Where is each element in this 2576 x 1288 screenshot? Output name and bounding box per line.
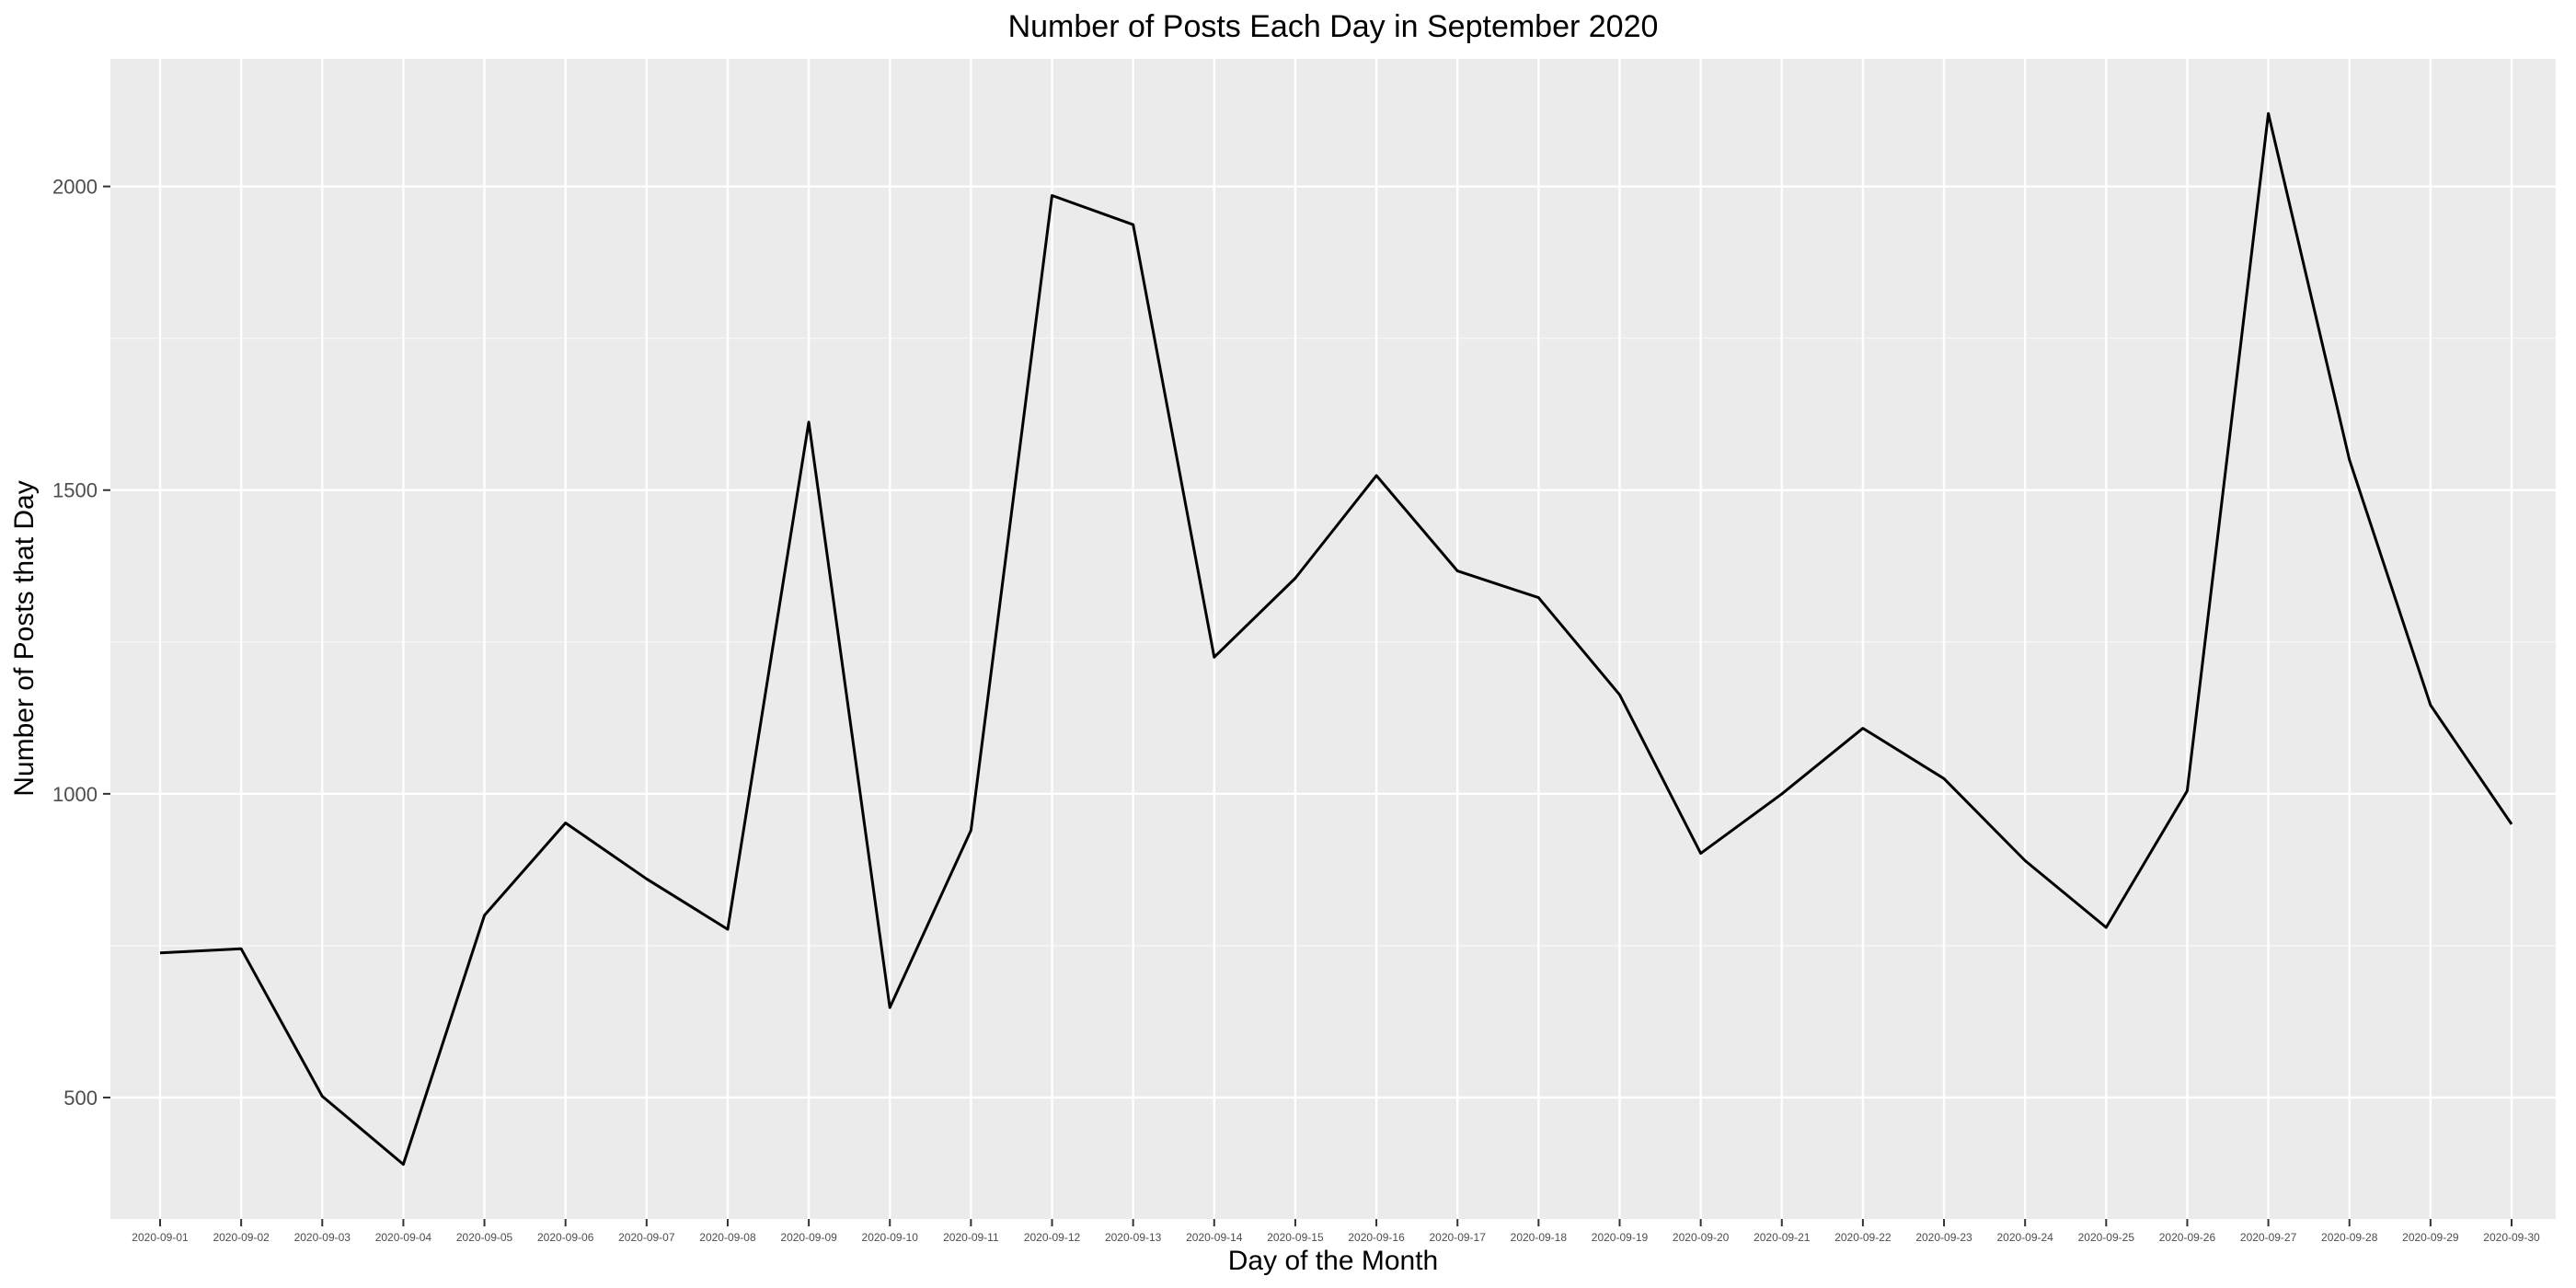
x-tick-label: 2020-09-04	[375, 1231, 432, 1244]
x-tick-label: 2020-09-03	[294, 1231, 351, 1244]
y-tick-label: 1500	[52, 479, 98, 502]
series-line	[159, 111, 2513, 1167]
x-tick-label: 2020-09-10	[862, 1231, 919, 1244]
x-tick-label: 2020-09-11	[943, 1231, 999, 1244]
chart-title: Number of Posts Each Day in September 20…	[1008, 9, 1659, 44]
axis-ticks	[103, 185, 2513, 1226]
x-tick-label: 2020-09-07	[618, 1231, 675, 1244]
y-tick-label: 2000	[52, 176, 98, 199]
y-tick-labels: 500 1000 1500 2000	[52, 176, 98, 1110]
x-tick-label: 2020-09-16	[1348, 1231, 1405, 1244]
plot-panel	[110, 59, 2556, 1219]
x-tick-label: 2020-09-27	[2240, 1231, 2297, 1244]
x-tick-label: 2020-09-05	[456, 1231, 513, 1244]
x-tick-label: 2020-09-22	[1834, 1231, 1892, 1244]
x-tick-label: 2020-09-15	[1267, 1231, 1324, 1244]
x-axis-title: Day of the Month	[1228, 1246, 1438, 1276]
x-tick-label: 2020-09-25	[2078, 1231, 2135, 1244]
x-tick-label: 2020-09-24	[1996, 1231, 2053, 1244]
x-tick-label: 2020-09-06	[537, 1231, 594, 1244]
x-tick-label: 2020-09-01	[132, 1231, 189, 1244]
major-gridlines	[110, 59, 2556, 1219]
x-tick-label: 2020-09-17	[1430, 1231, 1487, 1244]
y-tick-label: 1000	[52, 783, 98, 806]
minor-gridlines	[110, 338, 2556, 947]
x-tick-label: 2020-09-12	[1024, 1231, 1081, 1244]
x-tick-labels: 2020-09-01 2020-09-02 2020-09-03 2020-09-04…	[132, 1231, 2540, 1244]
x-tick-label: 2020-09-23	[1915, 1231, 1972, 1244]
y-tick-label: 500	[63, 1087, 98, 1110]
x-tick-label: 2020-09-19	[1592, 1231, 1649, 1244]
x-tick-label: 2020-09-02	[213, 1231, 270, 1244]
x-tick-label: 2020-09-28	[2321, 1231, 2378, 1244]
x-tick-label: 2020-09-21	[1754, 1231, 1811, 1244]
x-tick-label: 2020-09-14	[1186, 1231, 1243, 1244]
x-tick-label: 2020-09-30	[2483, 1231, 2540, 1244]
series-group	[159, 111, 2513, 1167]
x-tick-label: 2020-09-26	[2159, 1231, 2216, 1244]
x-tick-label: 2020-09-29	[2402, 1231, 2459, 1244]
x-tick-label: 2020-09-08	[699, 1231, 756, 1244]
x-tick-label: 2020-09-13	[1105, 1231, 1162, 1244]
x-tick-label: 2020-09-20	[1673, 1231, 1730, 1244]
y-axis-title: Number of Posts that Day	[9, 480, 40, 796]
x-tick-label: 2020-09-09	[780, 1231, 837, 1244]
x-tick-label: 2020-09-18	[1511, 1231, 1568, 1244]
